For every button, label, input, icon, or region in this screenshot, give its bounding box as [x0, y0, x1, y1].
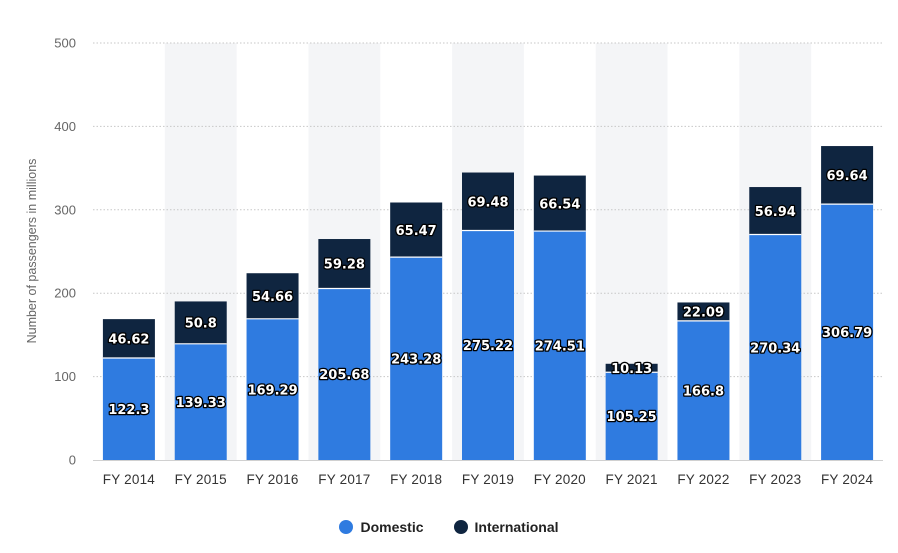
data-label-international: 59.28 [324, 258, 365, 273]
y-tick-label: 500 [54, 36, 76, 51]
data-label-domestic: 306.79 [822, 326, 872, 341]
data-label-international: 22.09 [683, 306, 724, 321]
bar-domestic[interactable] [462, 230, 514, 460]
bar-domestic[interactable] [677, 320, 730, 460]
data-label-international: 66.54 [539, 197, 580, 212]
bar-domestic[interactable] [821, 204, 874, 460]
bar-domestic[interactable] [174, 343, 227, 460]
bar-international[interactable] [462, 172, 514, 231]
bar-international[interactable] [390, 202, 443, 258]
bar-international[interactable] [533, 175, 586, 232]
y-tick-label: 300 [54, 202, 76, 217]
data-label-international: 46.62 [108, 333, 149, 348]
bar-domestic[interactable] [390, 257, 443, 460]
legend-item-domestic[interactable]: Domestic [339, 519, 424, 535]
bar-international[interactable] [174, 301, 227, 344]
data-label-domestic: 270.34 [750, 341, 800, 356]
x-tick-label: FY 2020 [534, 472, 586, 487]
x-tick-label: FY 2019 [462, 472, 514, 487]
bar-international[interactable] [102, 319, 155, 359]
bar-domestic[interactable] [749, 234, 802, 460]
bar-international[interactable] [821, 146, 874, 205]
data-label-domestic: 274.51 [535, 340, 585, 355]
data-label-domestic: 166.8 [683, 384, 724, 399]
data-label-international: 10.13 [611, 362, 652, 377]
data-label-international: 56.94 [755, 205, 796, 220]
bar-international[interactable] [749, 187, 802, 235]
data-label-domestic: 243.28 [391, 353, 441, 368]
legend-marker-international [453, 520, 468, 534]
y-tick-label: 100 [54, 369, 76, 384]
data-label-international: 50.8 [185, 317, 217, 332]
data-label-domestic: 205.68 [319, 368, 369, 383]
bar-international[interactable] [677, 302, 730, 321]
y-tick-label: 200 [54, 286, 76, 301]
legend-marker-domestic [339, 520, 354, 534]
data-label-international: 65.47 [396, 224, 437, 239]
bar-domestic[interactable] [318, 288, 371, 460]
x-tick-label: FY 2022 [677, 472, 729, 487]
bar-domestic[interactable] [246, 318, 299, 460]
data-label-international: 54.66 [252, 290, 293, 305]
y-tick-label: 400 [54, 119, 76, 134]
legend: Domestic International [0, 519, 898, 535]
x-tick-label: FY 2024 [821, 472, 873, 487]
bar-international[interactable] [605, 363, 658, 373]
y-axis-title: Number of passengers in millions [25, 159, 39, 344]
x-tick-label: FY 2018 [390, 472, 442, 487]
legend-label-international: International [474, 519, 559, 535]
data-label-domestic: 139.33 [176, 396, 226, 411]
x-tick-label: FY 2023 [749, 472, 801, 487]
bar-international[interactable] [246, 273, 299, 319]
legend-label-domestic: Domestic [360, 519, 424, 535]
bar-domestic[interactable] [533, 231, 586, 460]
data-label-domestic: 122.3 [108, 403, 149, 418]
bar-domestic[interactable] [605, 372, 658, 460]
bar-domestic[interactable] [102, 358, 155, 460]
x-tick-label: FY 2021 [606, 472, 658, 487]
data-label-domestic: 105.25 [607, 410, 657, 425]
x-tick-label: FY 2014 [103, 472, 155, 487]
legend-item-international[interactable]: International [453, 519, 559, 535]
data-label-domestic: 275.22 [463, 339, 513, 354]
data-label-international: 69.64 [827, 169, 868, 184]
bar-international[interactable] [318, 239, 371, 289]
x-tick-label: FY 2015 [175, 472, 227, 487]
data-label-domestic: 169.29 [247, 383, 297, 398]
x-tick-label: FY 2016 [246, 472, 298, 487]
data-label-international: 69.48 [467, 195, 508, 210]
x-tick-label: FY 2017 [318, 472, 370, 487]
y-tick-label: 0 [69, 453, 76, 468]
